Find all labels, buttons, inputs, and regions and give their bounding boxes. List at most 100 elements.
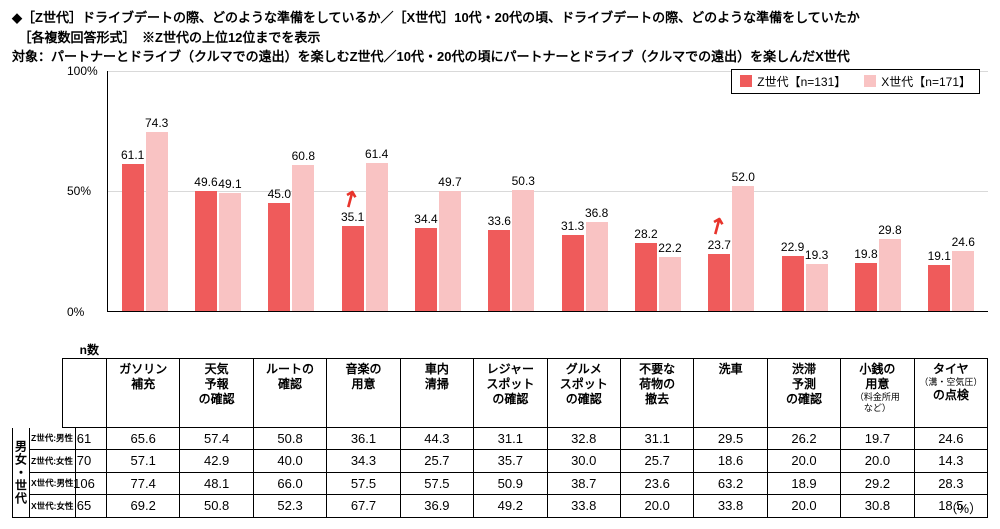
- table-cell: 57.5: [401, 473, 474, 496]
- category-label: 音楽の用意: [327, 358, 400, 428]
- table-side-label: 男女・世代: [12, 428, 30, 518]
- table-cell: 23.6: [621, 473, 694, 496]
- legend-swatch-z: [740, 75, 752, 87]
- legend-label-x: X世代【n=171】: [881, 73, 971, 90]
- table-cell: 33.8: [694, 495, 767, 518]
- table-cell: 32.8: [548, 428, 621, 451]
- n-cell: 70: [62, 450, 107, 473]
- bar-value-label: 74.3: [145, 116, 168, 130]
- table-cell: 66.0: [254, 473, 327, 496]
- bar-x: 24.6: [952, 251, 974, 310]
- bar-value-label: 34.4: [414, 212, 437, 226]
- table-cell: 38.7: [548, 473, 621, 496]
- category-label: タイヤ（溝・空気圧）の点検: [915, 358, 988, 428]
- x-axis-categories: ガソリン補充天気予報の確認ルートの確認音楽の用意車内清掃レジャースポットの確認グ…: [62, 358, 988, 428]
- table-row: 6569.250.852.367.736.949.233.820.033.820…: [62, 495, 988, 518]
- legend-swatch-x: [864, 75, 876, 87]
- table-cell: 35.7: [474, 450, 547, 473]
- bar-x: 22.2: [659, 257, 681, 310]
- n-count-label: n数: [12, 336, 107, 358]
- category-label: レジャースポットの確認: [474, 358, 547, 428]
- header-line2: ［各複数回答形式］ ※Z世代の上位12位までを表示: [12, 28, 988, 48]
- table-cell: 24.6: [915, 428, 988, 451]
- bar-value-label: 19.1: [928, 249, 951, 263]
- bar-x: 49.7: [439, 191, 461, 310]
- table-cell: 31.1: [621, 428, 694, 451]
- table-cell: 18.6: [694, 450, 767, 473]
- bar-value-label: 19.8: [854, 247, 877, 261]
- table-cell: 25.7: [621, 450, 694, 473]
- chart-legend: Z世代【n=131】 X世代【n=171】: [731, 69, 980, 94]
- bar-z: 31.3: [562, 235, 584, 310]
- bar-z: 23.7: [708, 254, 730, 311]
- category-label: ガソリン補充: [107, 358, 180, 428]
- table-cell: 65.6: [107, 428, 180, 451]
- bar-chart: Z世代【n=131】 X世代【n=171】 61.174.349.649.145…: [107, 71, 988, 336]
- table-cell: 20.0: [621, 495, 694, 518]
- bar-value-label: 28.2: [634, 227, 657, 241]
- table-cell: 20.0: [768, 495, 841, 518]
- n-column-header: [62, 358, 107, 428]
- table-cell: 57.4: [180, 428, 253, 451]
- table-cell: 36.1: [327, 428, 400, 451]
- bar-value-label: 19.3: [805, 248, 828, 262]
- table-cell: 31.1: [474, 428, 547, 451]
- table-cell: 14.3: [915, 450, 988, 473]
- table-cell: 67.7: [327, 495, 400, 518]
- table-cell: 63.2: [694, 473, 767, 496]
- bar-z: 49.6: [195, 191, 217, 310]
- table-cell: 28.3: [915, 473, 988, 496]
- bar-value-label: 33.6: [488, 214, 511, 228]
- table-cell: 48.1: [180, 473, 253, 496]
- bar-value-label: 60.8: [292, 149, 315, 163]
- category-label: 洗車: [694, 358, 767, 428]
- table-cell: 57.1: [107, 450, 180, 473]
- category-label: 天気予報の確認: [180, 358, 253, 428]
- bar-x: 29.8: [879, 239, 901, 311]
- bar-value-label: 61.4: [365, 147, 388, 161]
- table-cell: 40.0: [254, 450, 327, 473]
- table-cell: 20.0: [841, 450, 914, 473]
- bar-z: 19.8: [855, 263, 877, 311]
- legend-item-x: X世代【n=171】: [864, 73, 971, 90]
- table-cell: 20.0: [768, 450, 841, 473]
- table-cell: 34.3: [327, 450, 400, 473]
- table-cell: 52.3: [254, 495, 327, 518]
- bar-value-label: 22.9: [781, 240, 804, 254]
- table-cell: 29.2: [841, 473, 914, 496]
- table-cell: 26.2: [768, 428, 841, 451]
- n-cell: 65: [62, 495, 107, 518]
- table-cell: 50.8: [254, 428, 327, 451]
- y-axis-tick: 0%: [67, 305, 982, 319]
- bar-value-label: 22.2: [658, 241, 681, 255]
- y-axis-tick: 50%: [67, 184, 982, 198]
- data-table: 男女・世代 Z世代:男性Z世代:女性X世代:男性X世代:女性 6165.657.…: [12, 428, 988, 518]
- table-cell: 25.7: [401, 450, 474, 473]
- table-cell: 30.8: [841, 495, 914, 518]
- n-cell: 106: [62, 473, 107, 496]
- table-cell: 33.8: [548, 495, 621, 518]
- category-label: 車内清掃: [401, 358, 474, 428]
- table-cell: 69.2: [107, 495, 180, 518]
- n-count-header-row: n数: [12, 336, 988, 358]
- bar-value-label: 24.6: [952, 235, 975, 249]
- table-cell: 44.3: [401, 428, 474, 451]
- bar-z: 33.6: [488, 230, 510, 311]
- table-cell: 49.2: [474, 495, 547, 518]
- bar-z: 28.2: [635, 243, 657, 311]
- category-label: 渋滞予測の確認: [768, 358, 841, 428]
- legend-label-z: Z世代【n=131】: [757, 73, 846, 90]
- bar-z: 34.4: [415, 228, 437, 311]
- table-cell: 18.9: [768, 473, 841, 496]
- bar-z: 22.9: [782, 256, 804, 311]
- legend-item-z: Z世代【n=131】: [740, 73, 846, 90]
- bar-value-label: 29.8: [878, 223, 901, 237]
- bar-value-label: 31.3: [561, 219, 584, 233]
- table-row: 10677.448.166.057.557.550.938.723.663.21…: [62, 473, 988, 496]
- table-cell: 50.9: [474, 473, 547, 496]
- bar-x: 74.3: [146, 132, 168, 310]
- table-cell: 36.9: [401, 495, 474, 518]
- table-row: 6165.657.450.836.144.331.132.831.129.526…: [62, 428, 988, 451]
- table-cell: 50.8: [180, 495, 253, 518]
- chart-header: ◆［Z世代］ドライブデートの際、どのような準備をしているか／［X世代］10代・2…: [12, 8, 988, 67]
